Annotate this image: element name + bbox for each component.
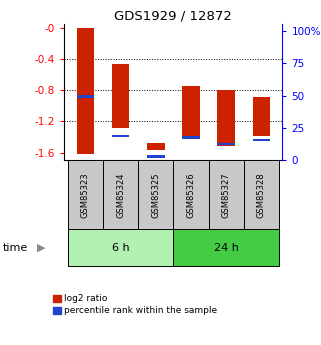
FancyBboxPatch shape <box>103 160 138 229</box>
FancyBboxPatch shape <box>173 229 279 266</box>
Bar <box>112 135 129 137</box>
Bar <box>147 142 165 150</box>
FancyBboxPatch shape <box>68 229 173 266</box>
Text: GSM85327: GSM85327 <box>221 172 231 218</box>
Text: time: time <box>3 243 29 253</box>
Text: GSM85325: GSM85325 <box>151 172 160 218</box>
Text: ▶: ▶ <box>37 243 45 253</box>
Bar <box>253 139 270 141</box>
Bar <box>217 143 235 146</box>
Text: GSM85328: GSM85328 <box>257 172 266 218</box>
Text: 6 h: 6 h <box>112 243 129 253</box>
FancyBboxPatch shape <box>244 160 279 229</box>
Bar <box>112 64 129 128</box>
FancyBboxPatch shape <box>68 160 103 229</box>
Text: GSM85326: GSM85326 <box>187 172 195 218</box>
Text: GSM85324: GSM85324 <box>116 172 125 218</box>
FancyBboxPatch shape <box>209 160 244 229</box>
Legend: log2 ratio, percentile rank within the sample: log2 ratio, percentile rank within the s… <box>53 294 218 315</box>
FancyBboxPatch shape <box>138 160 173 229</box>
FancyBboxPatch shape <box>173 160 209 229</box>
Bar <box>147 155 165 158</box>
Bar <box>182 87 200 137</box>
Text: GSM85323: GSM85323 <box>81 172 90 218</box>
Title: GDS1929 / 12872: GDS1929 / 12872 <box>114 10 232 23</box>
Bar <box>76 95 94 98</box>
Text: 24 h: 24 h <box>214 243 239 253</box>
Bar <box>76 28 94 154</box>
Bar <box>217 90 235 146</box>
Bar <box>182 136 200 139</box>
Bar <box>253 97 270 136</box>
